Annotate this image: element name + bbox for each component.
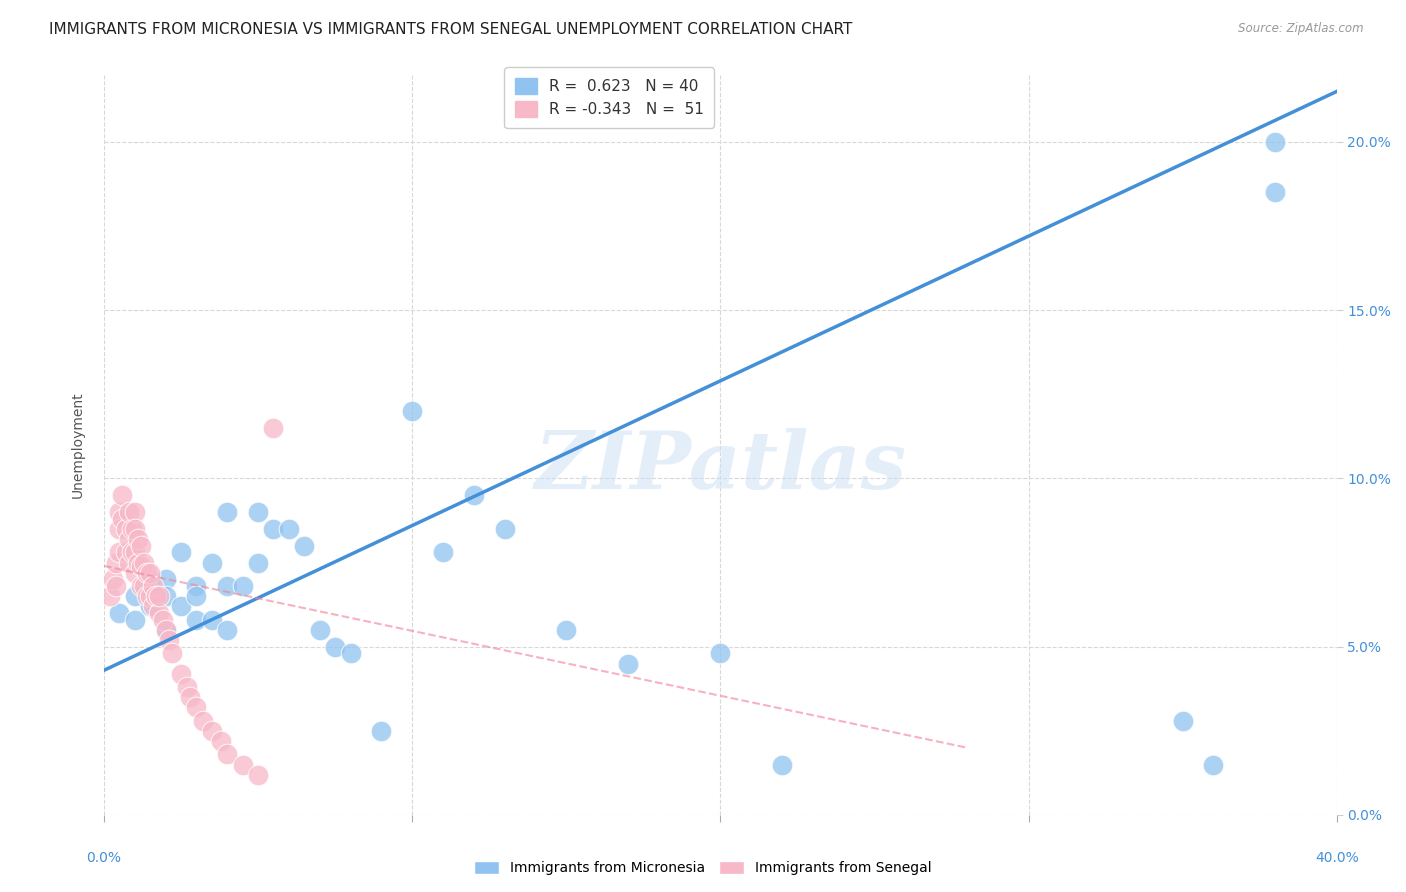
Point <box>555 623 578 637</box>
Point <box>124 505 146 519</box>
Point <box>152 613 174 627</box>
Point <box>176 680 198 694</box>
Point <box>139 599 162 614</box>
Point <box>157 632 180 647</box>
Text: 0.0%: 0.0% <box>87 851 121 864</box>
Point <box>709 647 731 661</box>
Point <box>124 566 146 580</box>
Legend: R =  0.623   N = 40, R = -0.343   N =  51: R = 0.623 N = 40, R = -0.343 N = 51 <box>505 68 714 128</box>
Point <box>98 589 121 603</box>
Point <box>201 723 224 738</box>
Point <box>179 690 201 705</box>
Point <box>108 505 131 519</box>
Point <box>209 734 232 748</box>
Point <box>339 647 361 661</box>
Text: ZIPatlas: ZIPatlas <box>534 428 907 506</box>
Point <box>170 666 193 681</box>
Point <box>201 556 224 570</box>
Point <box>401 404 423 418</box>
Point <box>292 539 315 553</box>
Point <box>127 532 149 546</box>
Point <box>108 545 131 559</box>
Point <box>105 579 128 593</box>
Point <box>247 767 270 781</box>
Point <box>170 599 193 614</box>
Point <box>494 522 516 536</box>
Point <box>114 545 136 559</box>
Point <box>121 522 143 536</box>
Point <box>127 556 149 570</box>
Point <box>139 566 162 580</box>
Point <box>155 573 177 587</box>
Point <box>323 640 346 654</box>
Point <box>770 757 793 772</box>
Point <box>247 505 270 519</box>
Point <box>117 505 139 519</box>
Point <box>217 505 239 519</box>
Point <box>148 606 170 620</box>
Point <box>124 522 146 536</box>
Point <box>617 657 640 671</box>
Point <box>186 613 208 627</box>
Text: 40.0%: 40.0% <box>1315 851 1358 864</box>
Point <box>217 747 239 762</box>
Point <box>155 623 177 637</box>
Point <box>142 579 165 593</box>
Point <box>186 589 208 603</box>
Point <box>186 579 208 593</box>
Legend: Immigrants from Micronesia, Immigrants from Senegal: Immigrants from Micronesia, Immigrants f… <box>468 855 938 880</box>
Point <box>186 700 208 714</box>
Point <box>201 613 224 627</box>
Point <box>148 589 170 603</box>
Point <box>308 623 330 637</box>
Point <box>263 522 285 536</box>
Point <box>217 579 239 593</box>
Text: Source: ZipAtlas.com: Source: ZipAtlas.com <box>1239 22 1364 36</box>
Point <box>139 579 162 593</box>
Point <box>277 522 299 536</box>
Point <box>114 522 136 536</box>
Point <box>232 757 254 772</box>
Point <box>139 589 162 603</box>
Point <box>155 623 177 637</box>
Point <box>232 579 254 593</box>
Point <box>155 589 177 603</box>
Point <box>217 623 239 637</box>
Point <box>1264 186 1286 200</box>
Point <box>247 556 270 570</box>
Point <box>1202 757 1225 772</box>
Point <box>1264 135 1286 149</box>
Point <box>124 545 146 559</box>
Point <box>129 558 152 573</box>
Point <box>108 606 131 620</box>
Point <box>103 573 125 587</box>
Point <box>124 613 146 627</box>
Point <box>145 589 167 603</box>
Point <box>108 522 131 536</box>
Point <box>263 421 285 435</box>
Y-axis label: Unemployment: Unemployment <box>72 392 86 498</box>
Point <box>132 579 155 593</box>
Point <box>111 512 134 526</box>
Text: IMMIGRANTS FROM MICRONESIA VS IMMIGRANTS FROM SENEGAL UNEMPLOYMENT CORRELATION C: IMMIGRANTS FROM MICRONESIA VS IMMIGRANTS… <box>49 22 852 37</box>
Point <box>136 589 159 603</box>
Point <box>170 545 193 559</box>
Point <box>124 589 146 603</box>
Point <box>121 545 143 559</box>
Point <box>370 723 392 738</box>
Point <box>136 566 159 580</box>
Point <box>132 556 155 570</box>
Point <box>129 539 152 553</box>
Point <box>142 599 165 614</box>
Point <box>432 545 454 559</box>
Point <box>191 714 214 728</box>
Point <box>463 488 485 502</box>
Point <box>117 532 139 546</box>
Point <box>160 647 183 661</box>
Point <box>111 488 134 502</box>
Point <box>1171 714 1194 728</box>
Point <box>117 556 139 570</box>
Point <box>129 579 152 593</box>
Point <box>105 556 128 570</box>
